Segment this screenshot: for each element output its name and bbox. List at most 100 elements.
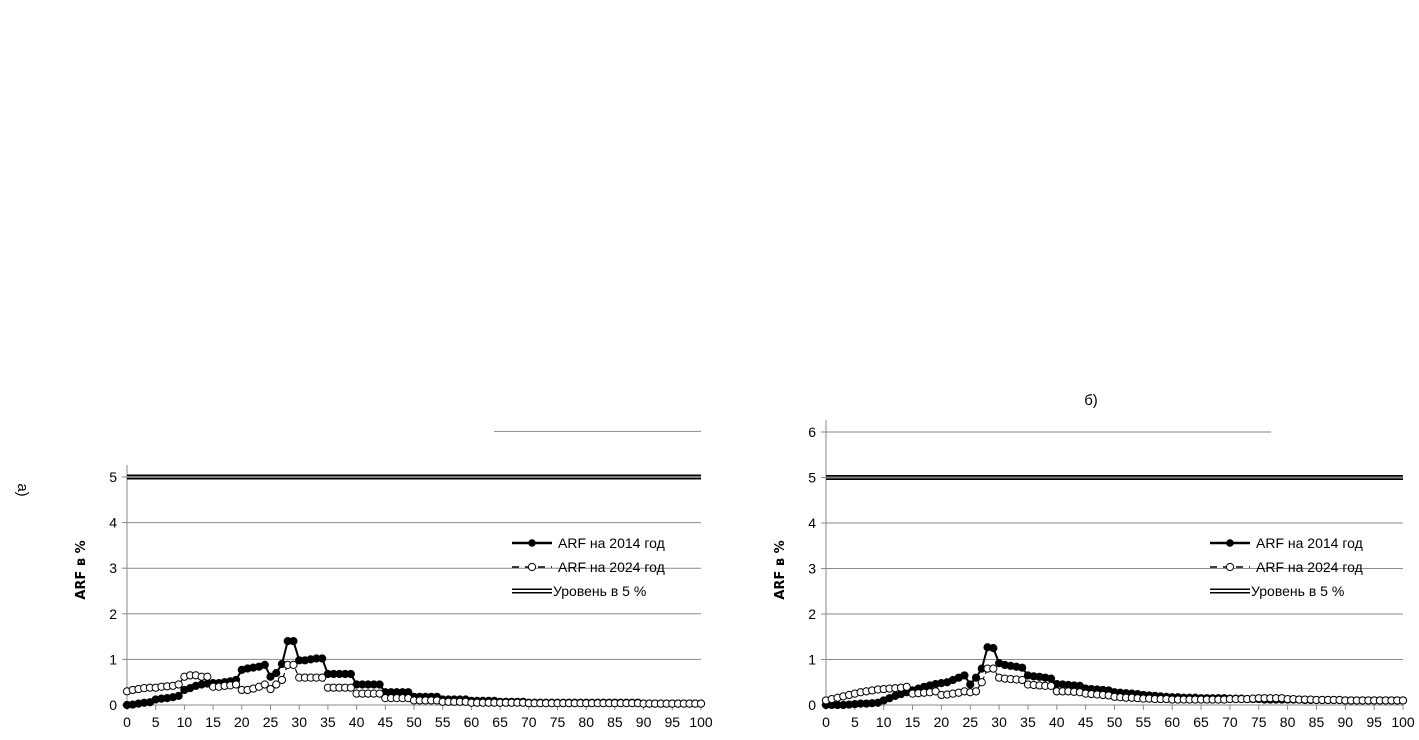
legend-label: ARF на 2014 год <box>1256 535 1363 551</box>
x-tick-label: 85 <box>607 714 623 730</box>
data-point <box>1046 674 1056 683</box>
data-point <box>174 691 183 700</box>
data-point <box>266 684 275 694</box>
data-point <box>696 699 706 708</box>
x-tick-label: 45 <box>378 714 394 730</box>
legend: ARF на 2014 год ARF на 2024 год Уровень в … <box>512 535 665 599</box>
data-point <box>203 672 212 681</box>
y-axis-label: ARF в % <box>74 540 89 599</box>
data-point <box>1018 663 1027 672</box>
x-tick-label: 95 <box>1366 714 1382 730</box>
x-tick-label: 95 <box>665 714 681 730</box>
x-tick-label: 45 <box>1078 714 1094 730</box>
x-tick-label: 50 <box>406 714 422 730</box>
legend-item: Уровень в 5 % <box>512 583 646 599</box>
x-tick-label: 55 <box>1136 714 1152 730</box>
y-tick-label: 1 <box>808 652 816 668</box>
x-tick-label: 65 <box>1193 714 1209 730</box>
data-point <box>289 660 298 669</box>
x-tick-label: 25 <box>962 714 978 730</box>
panel-label: б) <box>1084 392 1098 409</box>
panel-label: а) <box>14 483 31 496</box>
legend-label: Уровень в 5 % <box>1251 583 1344 599</box>
x-tick-label: 60 <box>1164 714 1180 730</box>
data-point <box>346 683 355 692</box>
x-tick-label: 60 <box>464 714 480 730</box>
x-tick-label: 100 <box>689 714 713 730</box>
x-tick-label: 70 <box>1222 714 1238 730</box>
x-tick-label: 5 <box>851 714 859 730</box>
data-point <box>1398 696 1408 705</box>
legend-marker <box>528 539 536 547</box>
legend: ARF на 2014 год ARF на 2024 год Уровень в … <box>1210 535 1363 599</box>
x-tick-label: 20 <box>234 714 250 730</box>
legend-label: Уровень в 5 % <box>553 583 646 599</box>
legend-item: ARF на 2014 год <box>512 535 665 551</box>
y-tick-label: 3 <box>808 561 816 577</box>
data-point <box>971 673 981 682</box>
legend-marker <box>1225 562 1235 572</box>
y-tick-label: 5 <box>109 469 117 485</box>
data-point <box>277 675 287 685</box>
data-point <box>931 687 940 696</box>
data-point <box>977 678 986 687</box>
x-tick-label: 30 <box>991 714 1007 730</box>
legend-item: ARF на 2014 год <box>1210 535 1363 551</box>
x-tick-label: 40 <box>1049 714 1065 730</box>
legend-label: ARF на 2024 год <box>1256 559 1363 575</box>
data-point <box>971 687 981 696</box>
x-tick-label: 15 <box>205 714 221 730</box>
x-tick-label: 20 <box>934 714 950 730</box>
x-tick-label: 30 <box>291 714 307 730</box>
x-tick-label: 70 <box>521 714 537 730</box>
x-tick-label: 85 <box>1309 714 1325 730</box>
legend-marker <box>1226 539 1234 547</box>
x-tick-label: 75 <box>1251 714 1267 730</box>
data-point <box>902 682 911 691</box>
x-tick-label: 90 <box>636 714 652 730</box>
data-point <box>346 669 355 679</box>
x-tick-label: 75 <box>550 714 566 730</box>
data-point <box>960 671 969 680</box>
data-point <box>174 680 183 689</box>
data-point <box>318 654 327 663</box>
y-tick-label: 2 <box>109 606 117 622</box>
y-tick-label: 3 <box>109 560 117 576</box>
x-tick-label: 5 <box>152 714 160 730</box>
data-point <box>989 664 998 673</box>
data-point <box>260 680 269 689</box>
data-point <box>966 680 975 689</box>
x-tick-label: 15 <box>905 714 921 730</box>
y-axis-label: ARF в % <box>773 540 788 599</box>
data-point <box>266 672 275 681</box>
x-tick-label: 50 <box>1107 714 1123 730</box>
x-tick-label: 100 <box>1391 714 1415 730</box>
data-point <box>231 680 241 689</box>
y-tick-label: 6 <box>808 424 816 440</box>
data-point <box>1046 681 1056 690</box>
data-point <box>989 644 998 653</box>
data-point <box>1018 675 1027 685</box>
x-tick-label: 65 <box>492 714 508 730</box>
data-point <box>260 660 269 669</box>
data-point <box>272 668 281 678</box>
x-tick-label: 10 <box>177 714 193 730</box>
x-tick-label: 25 <box>263 714 279 730</box>
x-tick-label: 10 <box>876 714 892 730</box>
x-tick-label: 35 <box>1020 714 1036 730</box>
series-2 <box>122 660 706 708</box>
x-tick-label: 40 <box>349 714 365 730</box>
series-2 <box>821 664 1408 705</box>
x-tick-label: 80 <box>578 714 594 730</box>
x-tick-label: 55 <box>435 714 451 730</box>
x-tick-label: 90 <box>1338 714 1354 730</box>
y-tick-label: 0 <box>808 697 816 713</box>
data-point <box>375 680 384 689</box>
y-tick-label: 4 <box>109 515 117 531</box>
data-point <box>318 673 327 682</box>
data-point <box>375 689 384 698</box>
x-tick-label: 0 <box>822 714 830 730</box>
x-tick-label: 80 <box>1280 714 1296 730</box>
